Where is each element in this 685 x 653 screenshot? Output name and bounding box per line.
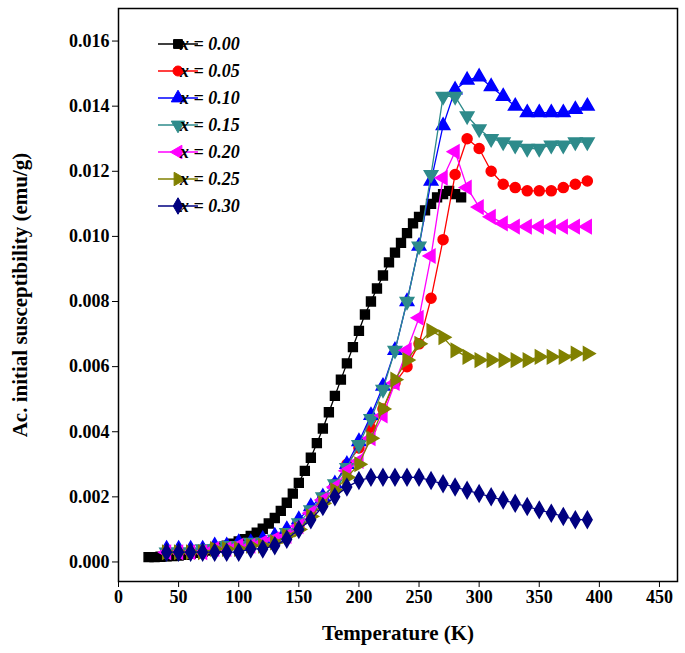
svg-text:0.002: 0.002 [69,487,110,507]
svg-text:x = 0.05: x = 0.05 [179,61,240,81]
svg-text:50: 50 [170,587,188,607]
svg-text:250: 250 [406,587,433,607]
svg-text:350: 350 [526,587,553,607]
svg-text:150: 150 [285,587,312,607]
svg-text:x = 0.30: x = 0.30 [179,196,240,216]
svg-text:200: 200 [345,587,372,607]
svg-text:x = 0.20: x = 0.20 [179,142,240,162]
svg-text:0.008: 0.008 [69,291,110,311]
svg-text:450: 450 [646,587,673,607]
svg-text:300: 300 [466,587,493,607]
svg-text:0.004: 0.004 [69,421,110,441]
svg-text:0: 0 [114,587,123,607]
svg-text:x = 0.10: x = 0.10 [179,88,240,108]
svg-text:x = 0.00: x = 0.00 [179,34,240,54]
svg-text:x = 0.25: x = 0.25 [179,169,240,189]
svg-text:0.012: 0.012 [69,161,110,181]
svg-text:Ac. initial susceptibility (em: Ac. initial susceptibility (emu/g) [8,153,32,438]
svg-text:0.000: 0.000 [69,552,110,572]
svg-text:0.006: 0.006 [69,356,110,376]
svg-text:0.016: 0.016 [69,31,110,51]
svg-text:400: 400 [586,587,613,607]
svg-text:x = 0.15: x = 0.15 [179,115,240,135]
svg-text:0.014: 0.014 [69,96,110,116]
svg-text:0.010: 0.010 [69,226,110,246]
svg-text:100: 100 [225,587,252,607]
svg-text:Temperature (K): Temperature (K) [322,621,474,645]
